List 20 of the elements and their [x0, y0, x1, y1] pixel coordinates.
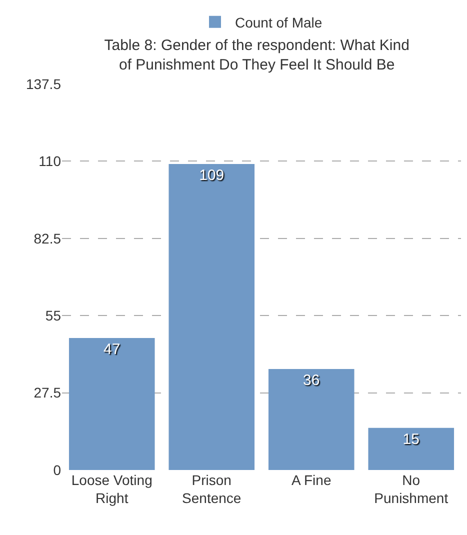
data-label: 36: [303, 372, 320, 389]
data-label: 109: [199, 167, 224, 184]
bar: [68, 338, 155, 470]
data-label: 47: [104, 341, 120, 358]
chart-title: Table 8: Gender of the respondent: What Kind of Punishment Do They Feel It Should Be: [104, 37, 410, 74]
x-tick-label: A Fine: [292, 472, 332, 488]
bar: [368, 428, 454, 470]
data-label: 15: [402, 430, 420, 448]
y-tick-label: 137.5: [26, 76, 62, 92]
bar: [168, 164, 255, 470]
y-tick-label: 110: [38, 153, 62, 170]
y-tick-label: 55: [45, 308, 62, 324]
bar: [268, 368, 354, 470]
x-tick-label: Prison Sentence: [182, 472, 242, 506]
y-tick-label: 27.5: [34, 384, 62, 401]
legend-label: Count of Male: [235, 14, 322, 30]
x-tick-label: Loose Voting Right: [71, 472, 152, 506]
y-tick-label: 82.5: [34, 230, 62, 246]
x-tick-label: No Punishment: [374, 472, 448, 506]
y-tick-label: 0: [53, 462, 62, 478]
